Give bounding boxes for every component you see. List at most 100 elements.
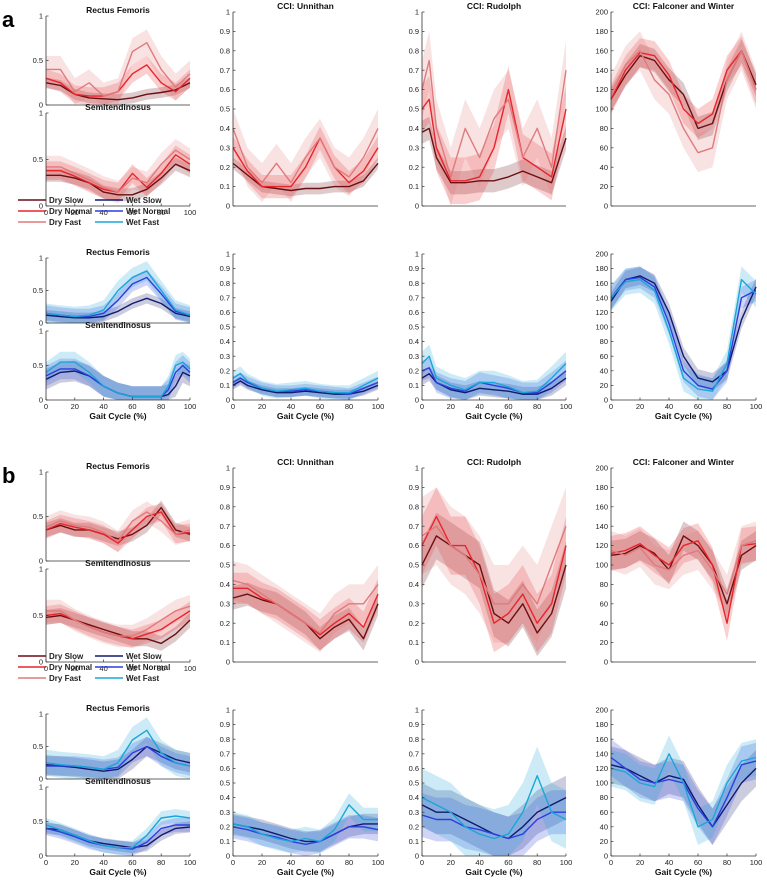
y-tick-label: 0.8 [220,279,230,288]
series-line-dry_slow [610,535,757,605]
x-tick-label: 20 [71,858,79,867]
y-tick-label: 20 [600,381,608,390]
x-tick-label: 100 [560,402,573,411]
y-tick-label: 0.9 [220,27,230,36]
y-tick-label: 0 [226,202,230,211]
x-tick-label: 100 [184,664,197,673]
x-tick-label: 100 [184,208,197,217]
y-tick-label: 0.2 [409,822,419,831]
chart-b-wet-3: 0 20 40 60 80 100 120 140 160 180 200 0 20 40 60 80 100 G… [595,706,762,877]
y-tick-label: 0.9 [409,720,419,729]
series-line-dry_normal [421,515,567,624]
band-dry_normal [611,523,756,641]
x-tick-label: 100 [560,858,573,867]
x-tick-label: 100 [184,858,197,867]
y-tick-label: 1 [415,250,419,259]
band-wet_slow [611,746,756,845]
y-tick-label: 0.7 [409,522,419,531]
x-axis-label: Gait Cycle (%) [465,411,522,421]
x-tick-label: 40 [475,858,483,867]
y-tick-label: 0.5 [409,779,419,788]
y-tick-label: 0.3 [409,352,419,361]
chart-b-dry-0-top: 0 0.5 1 Rectus Femoris [33,461,191,566]
x-tick-label: 60 [504,858,512,867]
series-line-wet_fast [45,729,191,770]
y-tick-label: 0.2 [220,822,230,831]
y-tick-label: 80 [600,793,608,802]
series-line-wet_fast [421,775,567,840]
x-tick-label: 100 [750,402,763,411]
x-axis-label: Gait Cycle (%) [277,411,334,421]
chart-title: Rectus Femoris [86,247,150,257]
y-tick-label: 0 [226,852,230,861]
y-tick-label: 0.5 [33,512,43,521]
series-line-dry_normal [610,540,757,624]
y-tick-label: 200 [595,8,608,17]
x-tick-label: 60 [128,208,136,217]
y-tick-label: 0.2 [220,163,230,172]
y-tick-label: 1 [39,565,43,574]
panel-label-a: a [2,7,15,32]
y-tick-label: 0 [39,852,43,861]
chart-title: CCI: Rudolph [467,1,521,11]
x-tick-label: 20 [71,208,79,217]
legends: Dry Slow Wet Slow Dry Normal Wet Normal Dry … [18,196,170,683]
chart-b-dry-2: 0 0.1 0.2 0.3 0.4 0.5 0.6 0.7 0.8 0.9 1 CCI: Rudolp… [409,457,567,667]
band-dry_slow [46,608,190,651]
band-dry_normal [422,487,566,653]
band-dry_normal [46,56,190,105]
series-line-dry_normal [232,137,379,188]
y-tick-label: 0.8 [409,279,419,288]
y-tick-label: 0.7 [220,293,230,302]
x-tick-label: 0 [420,402,424,411]
series-line-wet_slow [232,823,378,843]
band-wet_fast [46,717,190,779]
y-tick-label: 180 [595,27,608,36]
y-tick-label: 1 [39,468,43,477]
y-tick-label: 80 [600,337,608,346]
y-tick-label: 0.3 [220,352,230,361]
series-line-dry_normal [610,50,757,125]
x-tick-label: 80 [157,858,165,867]
series-line-dry_fast [46,149,191,193]
y-tick-label: 0.8 [409,46,419,55]
chart-title: CCI: Rudolph [467,457,521,467]
series-line-dry_fast [232,579,379,634]
x-tick-label: 60 [694,402,702,411]
band-dry_normal [233,572,378,651]
x-tick-label: 20 [636,858,644,867]
y-tick-label: 1 [39,12,43,21]
y-tick-label: 0.5 [220,561,230,570]
y-tick-label: 0 [226,658,230,667]
y-tick-label: 200 [595,706,608,715]
y-tick-label: 200 [595,464,608,473]
y-tick-label: 40 [600,619,608,628]
band-dry_slow [422,512,566,657]
y-tick-label: 1 [39,109,43,118]
y-tick-label: 0 [226,396,230,405]
series-line-dry_fast [610,50,757,154]
series-line-wet_fast [232,804,378,843]
band-wet_fast [233,366,378,400]
y-tick-label: 0.6 [409,308,419,317]
series-line-dry_fast [46,605,191,637]
legend-label-dry_slow: Dry Slow [49,652,84,661]
y-tick-label: 0.6 [220,308,230,317]
band-dry_normal [422,66,566,205]
y-tick-label: 0.5 [33,361,43,370]
y-tick-label: 120 [595,308,608,317]
x-tick-label: 60 [316,402,324,411]
y-tick-label: 60 [600,352,608,361]
y-tick-label: 0 [604,852,608,861]
series-line-wet_slow [45,297,191,319]
x-tick-label: 80 [533,402,541,411]
band-dry_fast [233,109,378,203]
band-wet_slow [46,360,190,400]
y-tick-label: 0 [39,319,43,328]
y-tick-label: 40 [600,366,608,375]
band-dry_normal [233,126,378,199]
band-dry_slow [422,116,566,195]
y-tick-label: 0.4 [409,337,419,346]
y-tick-label: 0.3 [409,808,419,817]
